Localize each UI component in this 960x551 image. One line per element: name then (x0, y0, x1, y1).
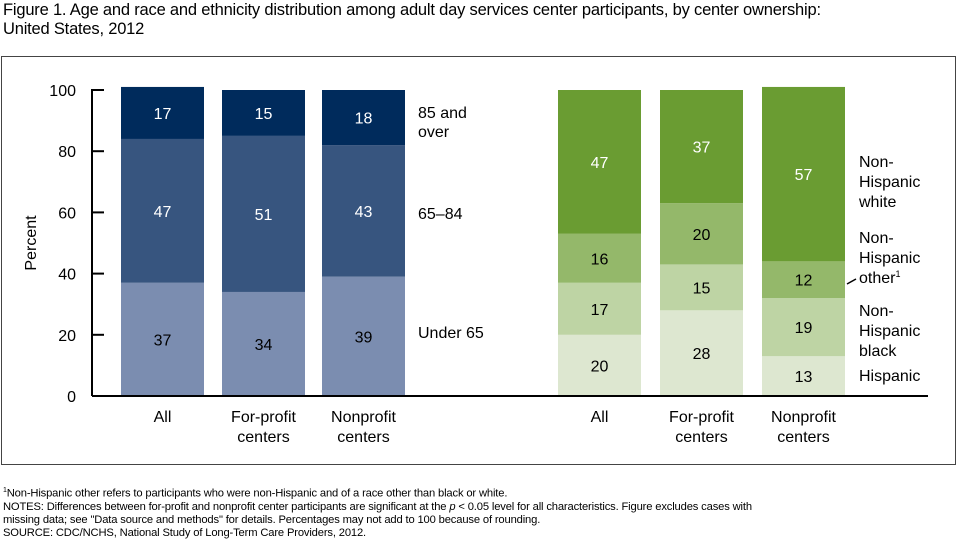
bar-segment (558, 334, 641, 396)
series-label: Non- (859, 303, 894, 320)
bar-segment (222, 90, 305, 136)
series-label: Hispanic (859, 323, 920, 340)
bar-segment (762, 86, 845, 262)
data-label: 39 (355, 329, 373, 346)
figure-title: Figure 1. Age and race and ethnicity dis… (3, 1, 821, 39)
bar-segment (660, 310, 743, 396)
data-label: 20 (591, 358, 609, 375)
x-tick-label: centers (337, 429, 389, 446)
bar-segment (121, 86, 204, 139)
series-label: 65–84 (418, 206, 463, 223)
data-label: 34 (255, 337, 273, 354)
bar-segment (121, 282, 204, 396)
y-axis-label: Percent (23, 215, 40, 271)
bar-segment (558, 233, 641, 283)
series-label: Hispanic (859, 250, 920, 267)
x-tick-label: All (591, 409, 609, 426)
data-label: 28 (693, 346, 711, 363)
data-label: 19 (795, 320, 813, 337)
figure-title-line1: Figure 1. Age and race and ethnicity dis… (3, 1, 821, 19)
footnote-mark: 1 (895, 269, 900, 279)
source-line: SOURCE: CDC/NCHS, National Study of Long… (3, 527, 367, 540)
y-tick-label: 20 (58, 328, 76, 345)
series-label: Hispanic (859, 174, 920, 191)
chart-frame (1, 56, 956, 465)
bar-segment (121, 138, 204, 283)
x-tick-label: For-profit (669, 409, 734, 426)
x-tick-label: For-profit (231, 409, 296, 426)
notes-p: p (449, 500, 456, 513)
bar-segment (762, 298, 845, 357)
bar-segment (762, 261, 845, 299)
data-label: 47 (154, 204, 172, 221)
y-tick-label: 60 (58, 205, 76, 222)
bar-segment (558, 90, 641, 234)
series-label: over (418, 124, 450, 141)
bar-segment (660, 203, 743, 265)
data-label: 17 (154, 106, 172, 123)
footnote-mark: 1 (3, 487, 7, 494)
data-label: 57 (795, 167, 813, 184)
data-label: 15 (255, 106, 273, 123)
series-label: black (859, 343, 897, 360)
data-label: 16 (591, 251, 609, 268)
data-label: 20 (693, 227, 711, 244)
data-label: 37 (154, 332, 172, 349)
data-label: 17 (591, 302, 609, 319)
notes-line1: NOTES: Differences between for-profit an… (3, 501, 752, 514)
bar-segment (322, 145, 405, 277)
bar-segment (762, 356, 845, 396)
x-tick-label: Nonprofit (771, 409, 836, 426)
notes-text-b: < 0.05 level for all characteristics. Fi… (455, 500, 752, 513)
data-label: 43 (355, 204, 373, 221)
data-label: 47 (591, 155, 609, 172)
footnote-1-text: Non-Hispanic other refers to participant… (6, 487, 508, 500)
series-label: Non- (859, 230, 894, 247)
x-tick-label: centers (237, 429, 289, 446)
x-tick-label: centers (675, 429, 727, 446)
y-tick-label: 0 (67, 389, 76, 406)
notes-line2: missing data; see "Data source and metho… (3, 514, 541, 527)
bar-segment (222, 291, 305, 396)
bar-segment (660, 264, 743, 311)
data-label: 18 (355, 111, 373, 128)
bar-segment (558, 282, 641, 335)
footnote-1: 1Non-Hispanic other refers to participan… (3, 484, 752, 501)
series-label: 85 and (418, 105, 467, 122)
leader-line (846, 278, 857, 285)
figure-title-line2: United States, 2012 (3, 20, 145, 38)
series-label: Under 65 (418, 325, 484, 342)
y-tick-label: 100 (49, 83, 76, 100)
series-label: Hispanic (859, 368, 920, 385)
data-label: 12 (795, 273, 813, 290)
series-label: other1 (859, 269, 900, 287)
bar-segment (660, 90, 743, 204)
series-label: white (858, 194, 896, 211)
y-tick-label: 40 (58, 267, 76, 284)
y-tick-label: 80 (58, 144, 76, 161)
bar-segment (222, 135, 305, 292)
data-label: 37 (693, 140, 711, 157)
x-tick-label: All (154, 409, 172, 426)
bar-segment (322, 90, 405, 146)
x-tick-label: Nonprofit (331, 409, 396, 426)
notes-text-a: NOTES: Differences between for-profit an… (3, 500, 450, 513)
data-label: 13 (795, 369, 813, 386)
data-label: 15 (693, 280, 711, 297)
series-label: Non- (859, 154, 894, 171)
bar-segment (322, 276, 405, 396)
x-tick-label: centers (777, 429, 829, 446)
footnotes: 1Non-Hispanic other refers to participan… (3, 484, 752, 541)
data-label: 51 (255, 207, 273, 224)
